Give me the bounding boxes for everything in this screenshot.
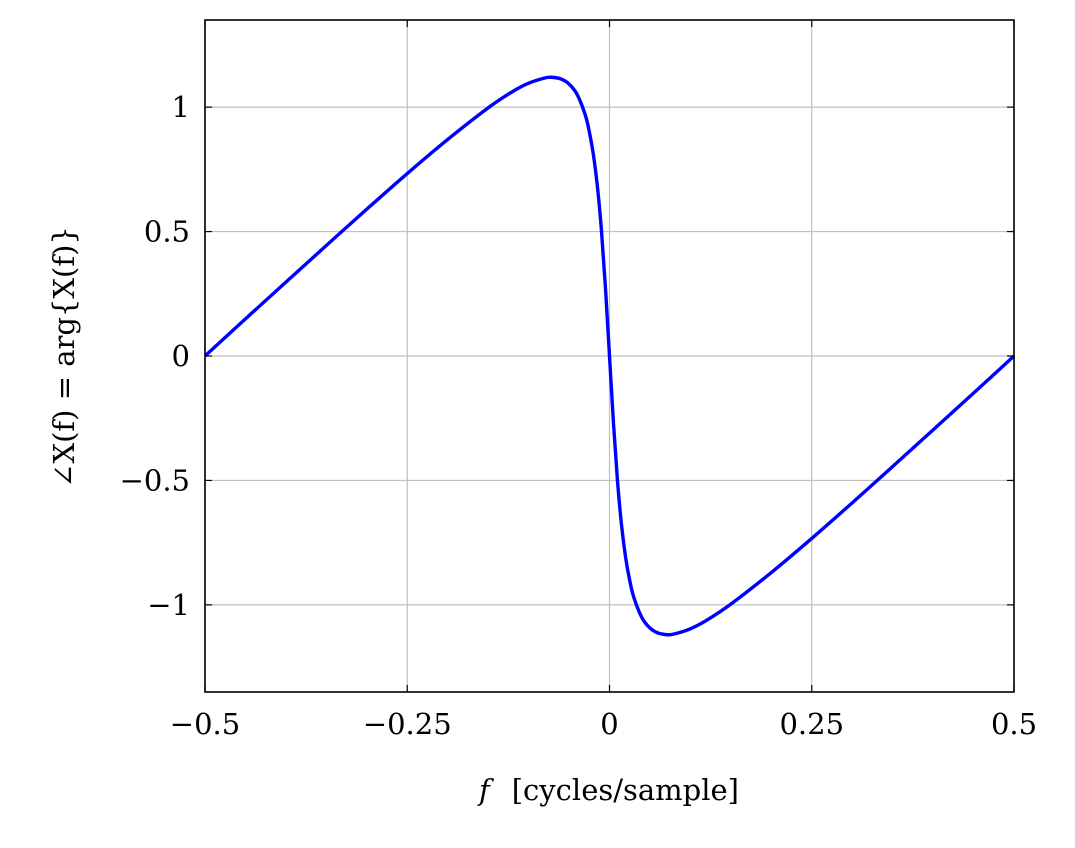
x-axis-label-var: f: [477, 773, 495, 807]
y-tick-label: 0.5: [144, 215, 190, 249]
x-axis-label: f [cycles/sample]: [477, 773, 739, 807]
y-tick-label: −0.5: [120, 463, 190, 497]
x-tick-label: 0.5: [991, 707, 1037, 741]
series-layer: [203, 75, 1016, 637]
x-tick-label: −0.5: [170, 707, 240, 741]
y-tick-label: 0: [172, 339, 190, 373]
y-axis-label: ∠X(f) = arg{X(f)}: [47, 226, 81, 488]
series-line: [203, 75, 1016, 637]
x-tick-label: 0: [600, 707, 618, 741]
x-tick-label: 0.25: [779, 707, 844, 741]
x-axis-label-unit: [cycles/sample]: [512, 773, 739, 807]
y-tick-label: −1: [147, 588, 190, 622]
y-tick-label: 1: [172, 90, 190, 124]
x-tick-label: −0.25: [363, 707, 452, 741]
ticks: −0.5 −0.25 0 0.25 0.5 −1 −0.5 0 0.5 1: [120, 20, 1037, 741]
